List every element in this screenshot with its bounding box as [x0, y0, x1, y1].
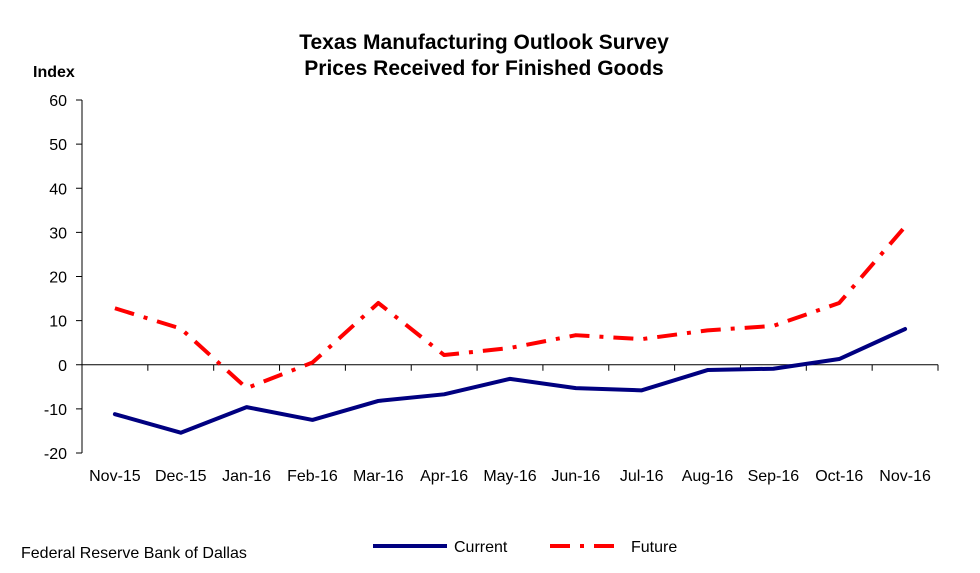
x-tick-label: May-16	[483, 468, 536, 485]
y-tick-label: -20	[44, 446, 67, 463]
y-tick-label: 20	[49, 270, 67, 287]
x-tick-label: Dec-15	[155, 468, 207, 485]
x-tick-label: Jan-16	[222, 468, 271, 485]
legend: Current Future	[373, 539, 677, 556]
x-tick-label: Feb-16	[287, 468, 338, 485]
x-axis: Nov-15 Dec-15 Jan-16 Feb-16 Mar-16 Apr-16 May-…	[81, 364, 939, 485]
y-tick-label: 40	[49, 181, 67, 198]
y-tick-label: 50	[49, 137, 67, 154]
x-tick-label: Jun-16	[551, 468, 600, 485]
x-tick-label: Apr-16	[420, 468, 468, 485]
y-axis-label: Index	[33, 64, 75, 81]
y-tick-label: 30	[49, 225, 67, 242]
legend-future-label: Future	[631, 539, 677, 556]
y-tick-label: -10	[44, 402, 67, 419]
y-axis: 60 50 40 30 20 10 0 -10 -20	[44, 93, 83, 463]
series-line-current	[112, 327, 908, 435]
x-tick-label: Mar-16	[353, 468, 404, 485]
chart-title: Texas Manufacturing Outlook Survey	[299, 31, 669, 54]
plot-area	[112, 225, 908, 435]
source-note: Federal Reserve Bank of Dallas	[21, 545, 247, 562]
legend-current-label: Current	[454, 539, 508, 556]
x-tick-label: Jul-16	[620, 468, 664, 485]
y-tick-label: 0	[58, 358, 67, 375]
x-tick-label: Nov-16	[879, 468, 931, 485]
x-tick-label: Oct-16	[815, 468, 863, 485]
series-line-future	[114, 225, 907, 391]
chart-subtitle: Prices Received for Finished Goods	[304, 57, 663, 80]
x-tick-label: Sep-16	[748, 468, 800, 485]
y-tick-label: 60	[49, 93, 67, 110]
x-tick-label: Nov-15	[89, 468, 141, 485]
x-tick-label: Aug-16	[682, 468, 734, 485]
y-tick-label: 10	[49, 314, 67, 331]
